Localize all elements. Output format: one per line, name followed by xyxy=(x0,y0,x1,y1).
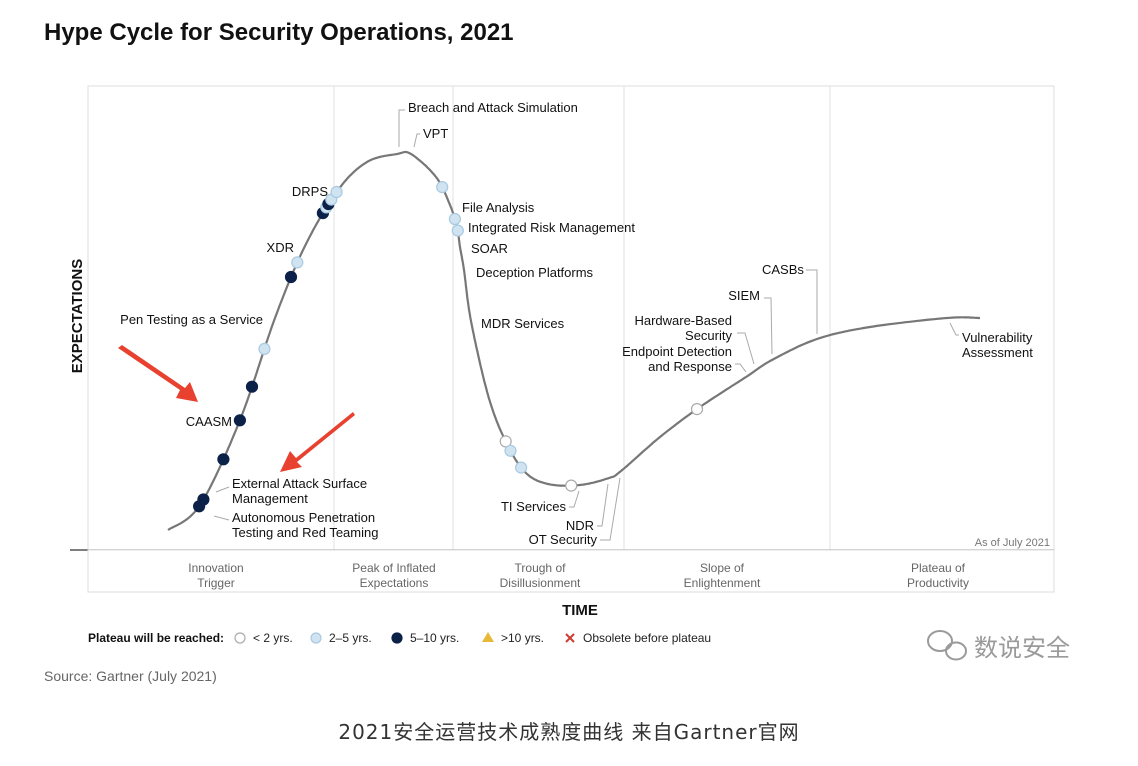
legend-circle-icon xyxy=(234,632,246,644)
phase-label: Trough of xyxy=(515,561,567,575)
label-ndr: NDR xyxy=(566,518,594,533)
label-drps: DRPS xyxy=(292,184,328,199)
legend-x-icon xyxy=(565,633,575,643)
leader-line xyxy=(764,297,773,355)
label-deception-platforms: Deception Platforms xyxy=(476,265,594,280)
leader-line xyxy=(806,269,818,334)
image-caption: 2021安全运营技术成熟度曲线 来自Gartner官网 xyxy=(338,720,800,744)
wechat-icon xyxy=(927,630,967,661)
arrow-caasm xyxy=(118,345,198,402)
source-note: Source: Gartner (July 2021) xyxy=(44,668,217,684)
legend-label: >10 yrs. xyxy=(501,631,544,645)
label-vpt: VPT xyxy=(423,126,448,141)
arrow-easm xyxy=(280,412,355,472)
label-external-attack-surface-management: External Attack Surface xyxy=(232,476,367,491)
leader-line xyxy=(949,322,959,336)
legend-triangle-icon xyxy=(482,632,494,642)
phase-dividers xyxy=(333,86,831,592)
leader-line xyxy=(213,515,230,521)
label-vulnerability-assessment: Vulnerability xyxy=(962,330,1033,345)
label-ti-services: TI Services xyxy=(501,499,567,514)
label-hardware-based-security: Security xyxy=(685,328,732,343)
marker-vpt xyxy=(291,256,304,269)
label-siem: SIEM xyxy=(728,288,760,303)
as-of-note: As of July 2021 xyxy=(975,537,1050,549)
marker-breach-and-attack-simulation xyxy=(284,270,298,284)
label-mdr-services: MDR Services xyxy=(481,316,565,331)
marker-vulnerability-assessment xyxy=(690,403,704,416)
leader-line xyxy=(215,486,230,493)
marker-caasm xyxy=(217,453,230,466)
marker-pen-testing-as-a-service xyxy=(233,414,246,427)
phase-label: Plateau of xyxy=(911,561,966,575)
phase-label: Productivity xyxy=(907,576,969,590)
marker-drps xyxy=(258,342,271,355)
phase-label: Slope of xyxy=(700,561,745,575)
marker-hardware-based-security xyxy=(504,444,517,457)
legend-label: 2–5 yrs. xyxy=(329,631,372,645)
watermark-text: 数说安全 xyxy=(974,634,1070,662)
marker-external-attack-surface-management xyxy=(197,493,210,506)
marker-ti-services xyxy=(436,181,449,194)
label-vulnerability-assessment: Assessment xyxy=(962,345,1033,360)
label-xdr: XDR xyxy=(267,240,294,255)
label-endpoint-detection-and-response: and Response xyxy=(648,359,732,374)
y-axis-label: EXPECTATIONS xyxy=(69,259,86,373)
phase-band xyxy=(87,549,1055,593)
leader-line xyxy=(597,483,609,527)
label-casbs: CASBs xyxy=(762,262,804,277)
legend-circle-icon xyxy=(310,632,322,644)
leader-line xyxy=(735,363,747,373)
red-annotation-arrows xyxy=(118,345,355,472)
label-hardware-based-security: Hardware-Based xyxy=(634,313,732,328)
leader-line xyxy=(737,332,755,365)
legend: Plateau will be reached: < 2 yrs. 2–5 yrs.… xyxy=(88,631,711,645)
legend-circle-icon xyxy=(391,632,403,644)
legend-label: < 2 yrs. xyxy=(253,631,293,645)
marker-ot-security xyxy=(451,224,464,237)
marker-ndr xyxy=(448,212,461,226)
label-soar: SOAR xyxy=(471,241,508,256)
label-breach-and-attack-simulation: Breach and Attack Simulation xyxy=(408,100,578,115)
leader-line xyxy=(398,109,405,147)
marker-mdr-services xyxy=(330,185,343,199)
watermark: 数说安全 xyxy=(927,630,1070,662)
label-file-analysis: File Analysis xyxy=(462,200,535,215)
label-integrated-risk-management: Integrated Risk Management xyxy=(468,220,635,235)
marker-siem xyxy=(514,461,528,474)
phase-label: Trigger xyxy=(197,576,235,590)
plot-area xyxy=(87,85,1055,551)
label-caasm: CAASM xyxy=(186,414,232,429)
label-external-attack-surface-management: Management xyxy=(232,491,308,506)
marker-endpoint-detection-and-response xyxy=(499,435,512,448)
phase-label: Peak of Inflated xyxy=(352,561,435,575)
phase-label: Disillusionment xyxy=(500,576,581,590)
leader-line xyxy=(413,133,420,148)
label-endpoint-detection-and-response: Endpoint Detection xyxy=(622,344,732,359)
chart-title: Hype Cycle for Security Operations, 2021 xyxy=(44,19,514,46)
label-autonomous-penetration-testing-and-red-teaming: Testing and Red Teaming xyxy=(232,525,378,540)
label-ot-security: OT Security xyxy=(529,532,598,547)
legend-label: Obsolete before plateau xyxy=(583,631,711,645)
legend-label: 5–10 yrs. xyxy=(410,631,459,645)
phase-label: Expectations xyxy=(360,576,429,590)
label-pen-testing-as-a-service: Pen Testing as a Service xyxy=(120,312,263,327)
label-autonomous-penetration-testing-and-red-teaming: Autonomous Penetration xyxy=(232,510,375,525)
technology-markers xyxy=(193,181,704,513)
marker-xdr xyxy=(245,380,259,393)
leader-line xyxy=(569,490,580,508)
marker-casbs xyxy=(565,479,578,492)
leader-line xyxy=(600,477,621,541)
phase-label: Enlightenment xyxy=(684,576,761,590)
phase-label: Innovation xyxy=(188,561,243,575)
leader-lines xyxy=(213,109,959,541)
legend-title: Plateau will be reached: xyxy=(88,631,224,645)
x-axis-label: TIME xyxy=(562,602,598,619)
